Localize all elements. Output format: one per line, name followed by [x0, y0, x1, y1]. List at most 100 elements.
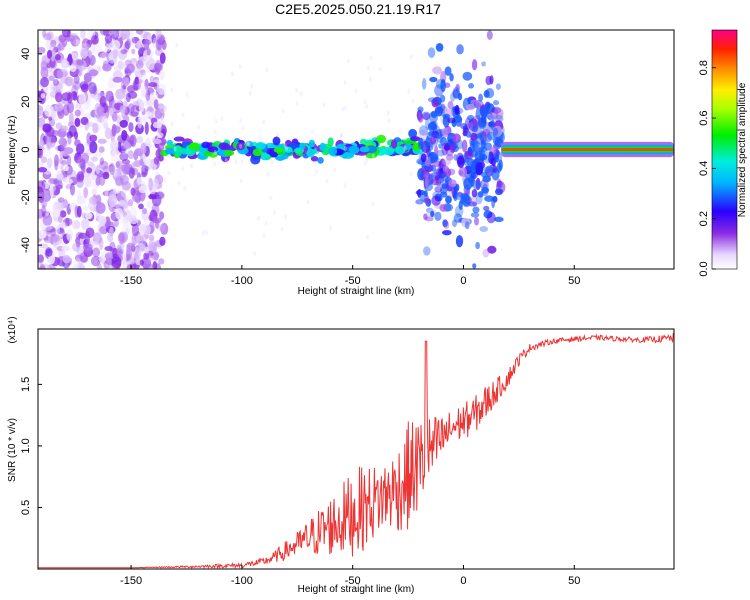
spectrogram-cell	[111, 40, 121, 50]
spectrogram-cell	[127, 199, 134, 207]
spectrogram-cell	[120, 184, 127, 198]
spectrogram-cell	[76, 60, 84, 66]
spectrogram-x-label: Height of straight line (km)	[298, 286, 415, 297]
spectrogram-cell	[158, 104, 167, 114]
spectrogram-cell	[138, 112, 149, 124]
spectrogram-cell	[341, 106, 345, 112]
spectrogram-cell	[153, 98, 159, 110]
spectrogram-cell	[474, 150, 482, 163]
spectrogram-cell	[90, 35, 99, 45]
spectrogram-cell	[144, 216, 149, 225]
spectrogram-cell	[494, 153, 500, 163]
spectrogram-cell	[468, 82, 474, 89]
spectrogram-cell	[119, 199, 125, 206]
spectrogram-cell	[443, 220, 450, 229]
chart-title: C2E5.2025.050.21.19.R17	[275, 1, 441, 17]
spectrogram-cell	[465, 103, 476, 111]
spectrogram-cell	[173, 146, 177, 152]
spectrogram-cell	[64, 76, 74, 87]
spectrogram-cell	[447, 117, 456, 124]
spectrogram-cell	[328, 146, 338, 156]
spectrogram-cell	[38, 265, 46, 269]
spectrogram-cell	[435, 43, 444, 52]
spectrogram-cell	[74, 205, 79, 219]
spectrogram-cell	[276, 132, 280, 138]
spectrogram-cell	[109, 226, 114, 237]
spectrogram-cell	[306, 148, 316, 158]
spectrogram-cell	[371, 201, 375, 207]
spectrogram-cell	[79, 158, 86, 170]
spectrogram-cell	[462, 71, 473, 81]
spectrogram-cell	[376, 134, 387, 144]
spectrogram-cell	[99, 157, 105, 166]
spectrogram-cell	[295, 87, 299, 93]
spectrogram-cell	[177, 180, 181, 186]
spectrogram-cell	[143, 252, 150, 260]
spectrogram-cell	[153, 251, 159, 261]
spectrogram-cell	[39, 196, 45, 204]
spectrogram-cell	[110, 30, 120, 40]
spectrogram-cell	[460, 192, 466, 205]
spectrogram-cell	[119, 119, 128, 128]
spectrogram-cell	[487, 245, 497, 254]
spectrogram-cell	[144, 246, 149, 254]
spectrogram-cell	[452, 133, 461, 144]
spectrogram-cell	[48, 82, 54, 92]
spectrogram-cell	[108, 107, 114, 117]
spectrogram-cell	[156, 132, 164, 138]
spectrogram-cell	[429, 135, 437, 145]
spectrogram-cell	[366, 234, 370, 240]
spectrogram-cell	[61, 92, 72, 101]
spectrogram-cell	[427, 97, 437, 103]
spectrogram-cell	[49, 185, 54, 199]
spectrogram-cell	[118, 231, 129, 243]
spectrogram-cell	[173, 145, 182, 154]
spectrogram-cell	[417, 112, 424, 123]
spectrogram-cell	[481, 128, 491, 137]
spectrogram-cell	[436, 131, 444, 144]
spectrogram-cell	[86, 39, 93, 48]
spectrogram-cell	[428, 111, 439, 124]
spectrogram-cell	[39, 264, 46, 269]
spectrogram-cell	[485, 88, 495, 99]
spectrogram-x-tick-label: -100	[231, 275, 253, 287]
spectrogram-cell	[62, 30, 71, 38]
spectrogram-panel: -150 -100 -50 0 50 -40 -20 0 20 40 Height of str…	[7, 29, 675, 297]
spectrogram-cell	[457, 92, 463, 101]
spectrogram-cell	[71, 39, 77, 46]
snr-y-ticks: 0.5 1.0 1.5	[20, 377, 42, 515]
spectrogram-cell	[250, 83, 254, 89]
spectrogram-cell	[55, 92, 63, 103]
spectrogram-cell	[85, 212, 93, 220]
spectrogram-cell	[149, 92, 159, 100]
spectrogram-cell	[472, 139, 479, 152]
spectrogram-cell	[160, 222, 169, 235]
spectrogram-cell	[42, 85, 49, 93]
spectrogram-cell	[59, 158, 64, 165]
spectrogram-cell	[422, 246, 431, 256]
spectrogram-cell	[88, 81, 97, 95]
spectrogram-cell	[354, 88, 358, 94]
spectrogram-cell	[299, 142, 306, 150]
spectrogram-cell	[317, 156, 324, 164]
spectrogram-cell	[54, 154, 59, 167]
spectrogram-cell	[155, 148, 162, 159]
spectrogram-cell	[151, 33, 157, 44]
spectrogram-cell	[122, 252, 127, 262]
spectrogram-cell	[66, 154, 72, 167]
spectrogram-cell	[127, 150, 135, 160]
spectrogram-cell	[463, 177, 473, 190]
spectrogram-cell	[71, 219, 81, 230]
spectrogram-cell	[95, 202, 106, 214]
spectrogram-cell	[46, 31, 54, 41]
spectrogram-cell	[65, 217, 70, 227]
spectrogram-cell	[52, 78, 60, 86]
spectrogram-cell	[140, 142, 147, 155]
spectrogram-cell	[403, 143, 413, 150]
spectrogram-cell	[475, 107, 481, 120]
spectrogram-cell	[295, 100, 299, 106]
spectrogram-cell	[485, 165, 494, 177]
spectrogram-x-tick-label: -50	[345, 275, 361, 287]
spectrogram-cell	[471, 141, 481, 151]
spectrogram-cell	[423, 190, 428, 197]
